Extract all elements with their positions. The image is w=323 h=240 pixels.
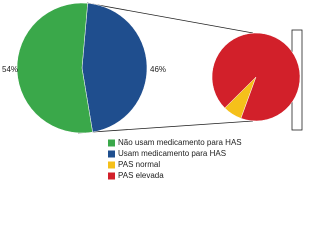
legend-label: PAS elevada	[118, 171, 164, 180]
chart: 46%54%7%Não usam medicamento para HASUsa…	[2, 2, 303, 180]
legend-label: Não usam medicamento para HAS	[118, 138, 242, 147]
pie-slice	[81, 2, 148, 133]
connector	[86, 2, 254, 34]
connector	[77, 120, 254, 134]
legend-swatch	[108, 150, 115, 158]
pie-slice	[16, 2, 93, 134]
legend-label: Usam medicamento para HAS	[118, 149, 226, 158]
data-label: 46%	[150, 65, 166, 74]
legend-swatch	[108, 139, 115, 147]
pie-slice	[211, 32, 301, 122]
legend-label: PAS normal	[118, 160, 160, 169]
data-label: 54%	[2, 65, 18, 74]
legend-swatch	[108, 172, 115, 180]
legend-swatch	[108, 161, 115, 169]
